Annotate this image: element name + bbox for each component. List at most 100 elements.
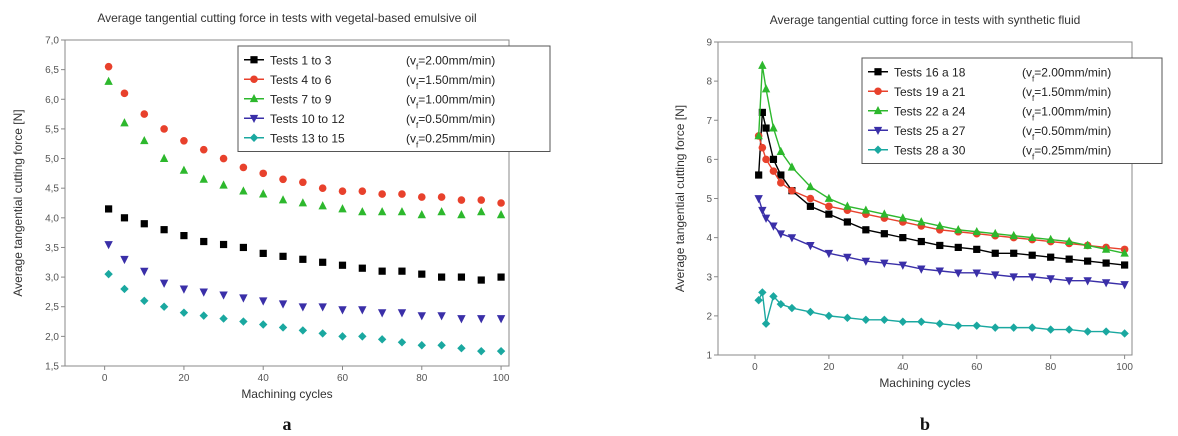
chart-a-data-point [219,180,228,189]
chart-a-data-point [199,311,208,320]
chart-b-data-point [861,205,871,214]
chart-b-y-tick-label: 4 [706,233,712,244]
chart-b-x-tick-label: 0 [752,362,758,373]
chart-a-data-point [338,332,347,341]
chart-a-data-point [398,190,406,198]
chart-a-data-point [259,189,268,198]
chart-b-data-point [954,225,963,234]
chart-b-data-point [758,288,767,297]
chart-b-legend-marker [873,126,883,136]
chart-b-data-point [954,269,963,278]
chart-a-data-point [239,186,248,195]
chart-b-series-line [757,65,1125,254]
chart-a-data-point [318,201,327,210]
chart-a-series-1 [105,205,505,284]
chart-a-y-tick-label: 3,0 [45,273,59,284]
chart-a-y-axis-title: Average tangential cutting force [N] [11,109,25,296]
chart-b-data-point [1027,273,1037,282]
chart-a-legend-label: Tests 1 to 3 [270,53,332,67]
chart-b-data-point [1065,255,1073,263]
chart-a-y-tick-label: 5,5 [45,124,59,135]
chart-a-data-point [278,195,288,204]
chart-panel-b: Average tangential cutting force in test… [600,0,1178,436]
chart-b-data-point [1101,244,1111,253]
chart-a-series-5 [104,269,506,356]
chart-b-data-point [758,143,767,152]
chart-a-data-point [104,62,113,71]
chart-a-data-point [279,175,287,184]
chart-b-data-point [862,226,870,234]
chart-a-y-tick-label: 4,0 [45,213,59,224]
chart-b-y-tick-label: 2 [706,311,712,322]
chart-a-data-point [477,346,486,356]
chart-a-data-point [259,320,268,329]
chart-a-data-point [417,312,426,321]
chart-b-legend-box [861,57,1163,164]
chart-a-data-point [200,237,208,246]
chart-b-data-point [777,171,785,179]
chart-b-data-point [898,317,908,326]
chart-b-data-point [880,230,888,238]
chart-a-data-point [358,264,366,272]
chart-b-legend-note: (vf=2.00mm/min) [1022,65,1111,83]
chart-a-legend-marker [249,114,259,124]
chart-a-data-point [278,300,288,309]
chart-b-data-point [754,131,763,140]
chart-b-svg: Average tangential cutting force in test… [673,13,1163,434]
chart-a-y-tick-label: 4,5 [45,184,59,195]
chart-a-data-point [437,207,446,216]
chart-a-data-point [298,198,308,207]
chart-b-data-point [754,296,763,305]
chart-a-y-tick-label: 6,0 [45,95,59,106]
chart-b-data-point [1120,329,1129,338]
chart-a-legend-box [237,45,551,152]
chart-b-data-point [880,259,889,268]
chart-a-data-point [318,303,327,312]
chart-a-data-point [496,210,506,219]
chart-b-data-point [806,307,815,317]
chart-a-plot-frame [64,39,510,367]
chart-a-data-point [219,314,228,323]
chart-a-data-point [298,326,308,335]
chart-a-data-point [105,205,113,213]
chart-a-data-point [457,315,466,324]
chart-a-data-point [477,207,486,216]
chart-a-data-point [496,315,506,324]
chart-b-data-point [787,234,797,243]
chart-a-legend-note: (vf=0.25mm/min) [406,131,495,149]
chart-b-series-5 [754,288,1129,338]
chart-a-data-point [179,308,189,317]
chart-b-data-point [806,181,815,191]
chart-b-data-point [973,245,981,253]
chart-a-data-point [239,163,248,172]
chart-b-y-tick-label: 1 [706,351,712,362]
chart-a-data-point [259,297,268,306]
chart-b-x-tick-label: 100 [1116,362,1133,373]
chart-b-data-point [1101,327,1111,336]
chart-a-data-point [318,329,327,338]
chart-a-data-point [477,196,486,204]
chart-b-data-point [1083,327,1092,336]
chart-b-data-point [1028,251,1036,259]
chart-b-data-point [758,206,767,216]
chart-b-data-point [991,249,999,257]
chart-a-data-point [438,273,446,281]
chart-a-data-point [338,204,347,213]
chart-b-series-3 [754,60,1129,257]
chart-a-data-point [338,261,347,269]
chart-a-legend-note: (vf=0.50mm/min) [406,112,495,130]
chart-a-data-point [418,270,426,278]
chart-a-x-tick-label: 40 [258,373,270,384]
chart-b-x-tick-label: 40 [897,362,909,373]
chart-a-data-point [104,76,113,85]
chart-a-data-point [120,118,129,127]
chart-b-data-point [824,193,834,202]
chart-b-data-point [843,313,852,323]
chart-b-data-point [843,218,851,226]
chart-a-data-point [457,210,466,219]
chart-a-x-tick-label: 80 [416,373,428,384]
chart-a-data-point [299,255,307,263]
chart-b-data-point [1009,273,1018,282]
chart-a-data-point [120,214,129,222]
chart-b-legend-marker [874,68,882,76]
